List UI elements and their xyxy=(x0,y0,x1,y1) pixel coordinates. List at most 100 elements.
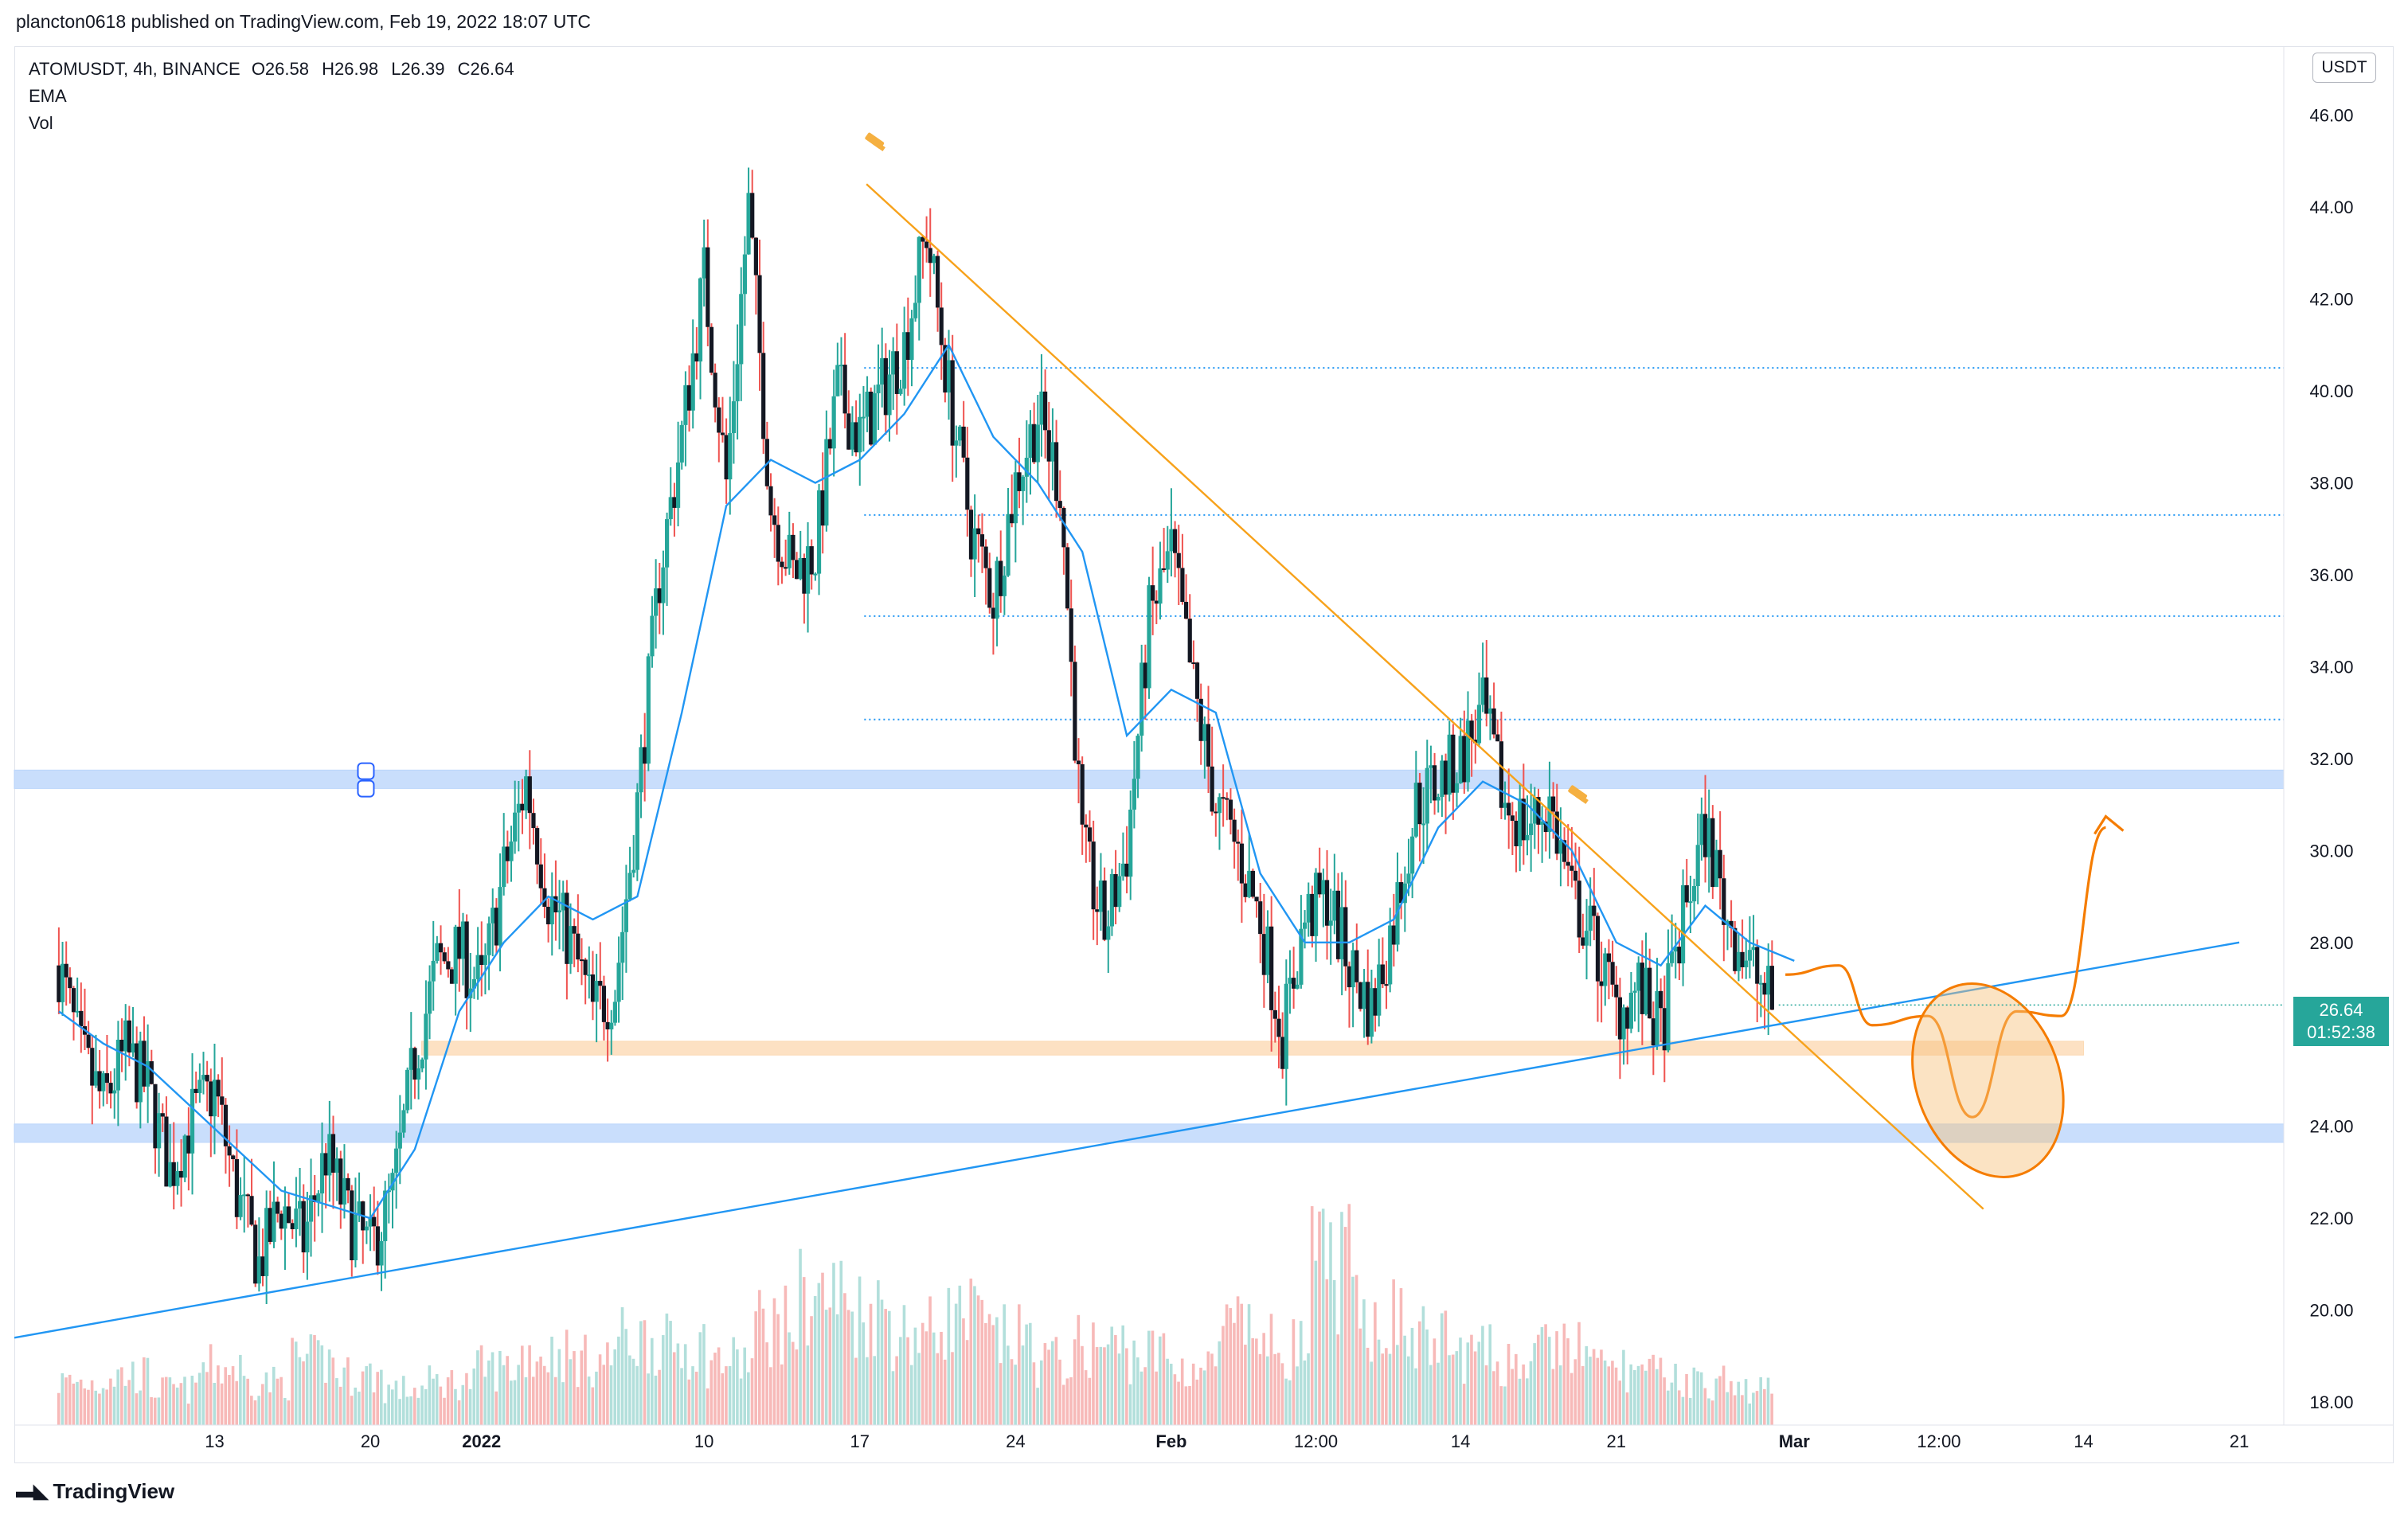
volume-bar xyxy=(239,1354,242,1425)
high-value: H26.98 xyxy=(322,59,379,79)
volume-bar xyxy=(1466,1342,1470,1425)
candle-body xyxy=(1684,884,1689,903)
volume-bar xyxy=(1284,1378,1288,1425)
candle-body xyxy=(1073,662,1077,761)
candle-body xyxy=(479,955,484,965)
candle-body xyxy=(1562,840,1567,862)
volume-bar xyxy=(253,1400,257,1425)
candle-body xyxy=(1120,863,1126,877)
candle-body xyxy=(1032,424,1037,463)
volume-bar xyxy=(539,1357,542,1425)
volume-bar xyxy=(183,1376,186,1425)
volume-bar xyxy=(1603,1360,1607,1425)
candle-body xyxy=(346,1177,350,1191)
tradingview-logo[interactable]: ▬◣ TradingView xyxy=(16,1479,174,1504)
volume-bar xyxy=(776,1314,780,1425)
volume-bar xyxy=(1377,1339,1381,1425)
candle-body xyxy=(1747,950,1753,961)
candle-body xyxy=(350,1190,354,1261)
volume-bar xyxy=(780,1364,784,1425)
time-tick-label: 14 xyxy=(1451,1431,1470,1451)
candle-body xyxy=(294,1209,299,1229)
volume-bar xyxy=(795,1349,799,1425)
volume-bar xyxy=(895,1356,898,1425)
candle-body xyxy=(909,318,914,360)
volume-bar xyxy=(1674,1363,1677,1425)
volume-bar xyxy=(602,1365,606,1425)
candle-body xyxy=(1436,797,1440,801)
candle-body xyxy=(979,534,985,547)
volume-bar xyxy=(335,1378,338,1425)
volume-bar xyxy=(168,1377,172,1425)
volume-bar xyxy=(1566,1338,1570,1425)
volume-bar xyxy=(1318,1211,1321,1425)
volume-bar xyxy=(1210,1353,1214,1425)
candle-body xyxy=(108,1083,113,1094)
candle-body xyxy=(1214,811,1218,814)
candle-body xyxy=(146,1061,150,1087)
volume-bar xyxy=(1511,1369,1514,1425)
time-tick-label: 17 xyxy=(850,1431,870,1451)
candle-body xyxy=(1740,951,1745,967)
volume-bar xyxy=(1325,1279,1329,1425)
volume-bar xyxy=(1084,1370,1088,1425)
volume-bar xyxy=(1343,1227,1347,1425)
candle-body xyxy=(487,923,491,955)
candle-body xyxy=(872,392,877,445)
candle-body xyxy=(301,1201,306,1253)
volume-bar xyxy=(965,1340,969,1425)
volume-bar xyxy=(1374,1302,1377,1425)
candle-body xyxy=(424,1013,428,1060)
candle-body xyxy=(1673,947,1678,952)
candle-body xyxy=(654,588,659,616)
open-value: O26.58 xyxy=(251,59,309,79)
candle-body xyxy=(1194,662,1200,699)
ema-indicator-label[interactable]: EMA xyxy=(29,86,67,106)
volume-bar xyxy=(1018,1304,1021,1425)
candle-body xyxy=(86,1034,91,1048)
candle-body xyxy=(242,1194,247,1197)
candle-body xyxy=(972,528,977,560)
volume-bar xyxy=(694,1371,698,1425)
candle-body xyxy=(1454,783,1460,793)
volume-bar xyxy=(376,1372,379,1425)
candle-body xyxy=(64,963,68,978)
candle-body xyxy=(1706,818,1711,857)
candle-body xyxy=(1550,796,1556,812)
time-tick-label: Feb xyxy=(1155,1431,1186,1451)
volume-bar xyxy=(242,1376,246,1425)
volume-bar xyxy=(316,1340,320,1425)
volume-bar xyxy=(917,1353,921,1425)
volume-indicator-label[interactable]: Vol xyxy=(29,113,53,133)
volume-bar xyxy=(1385,1348,1388,1425)
candle-body xyxy=(961,426,966,458)
volume-bar xyxy=(1577,1322,1581,1425)
candle-body xyxy=(1295,984,1300,989)
volume-bar xyxy=(758,1290,761,1425)
candle-body xyxy=(1339,907,1344,959)
candle-body xyxy=(1558,840,1563,854)
volume-bar xyxy=(1199,1367,1202,1425)
candle-body xyxy=(127,1020,131,1053)
candle-body xyxy=(435,943,440,961)
price-tick-label: 18.00 xyxy=(2309,1392,2353,1412)
price-tick-label: 34.00 xyxy=(2309,657,2353,677)
candle-body xyxy=(483,955,488,965)
volume-bar xyxy=(1429,1365,1433,1425)
volume-bar xyxy=(835,1314,839,1425)
volume-bar xyxy=(276,1378,280,1425)
volume-bar xyxy=(1065,1378,1069,1425)
volume-bar xyxy=(1425,1329,1429,1425)
volume-bar xyxy=(1544,1324,1547,1425)
volume-bar xyxy=(702,1324,706,1425)
volume-bar xyxy=(61,1373,64,1425)
currency-button[interactable]: USDT xyxy=(2312,53,2376,83)
symbol-label[interactable]: ATOMUSDT, 4h, BINANCE xyxy=(29,59,240,79)
candle-body xyxy=(601,986,607,1022)
volume-bar xyxy=(1077,1314,1081,1425)
volume-bar xyxy=(1244,1345,1247,1425)
volume-bar xyxy=(194,1382,197,1425)
volume-bar xyxy=(272,1366,276,1425)
candle-body xyxy=(1762,982,1767,995)
